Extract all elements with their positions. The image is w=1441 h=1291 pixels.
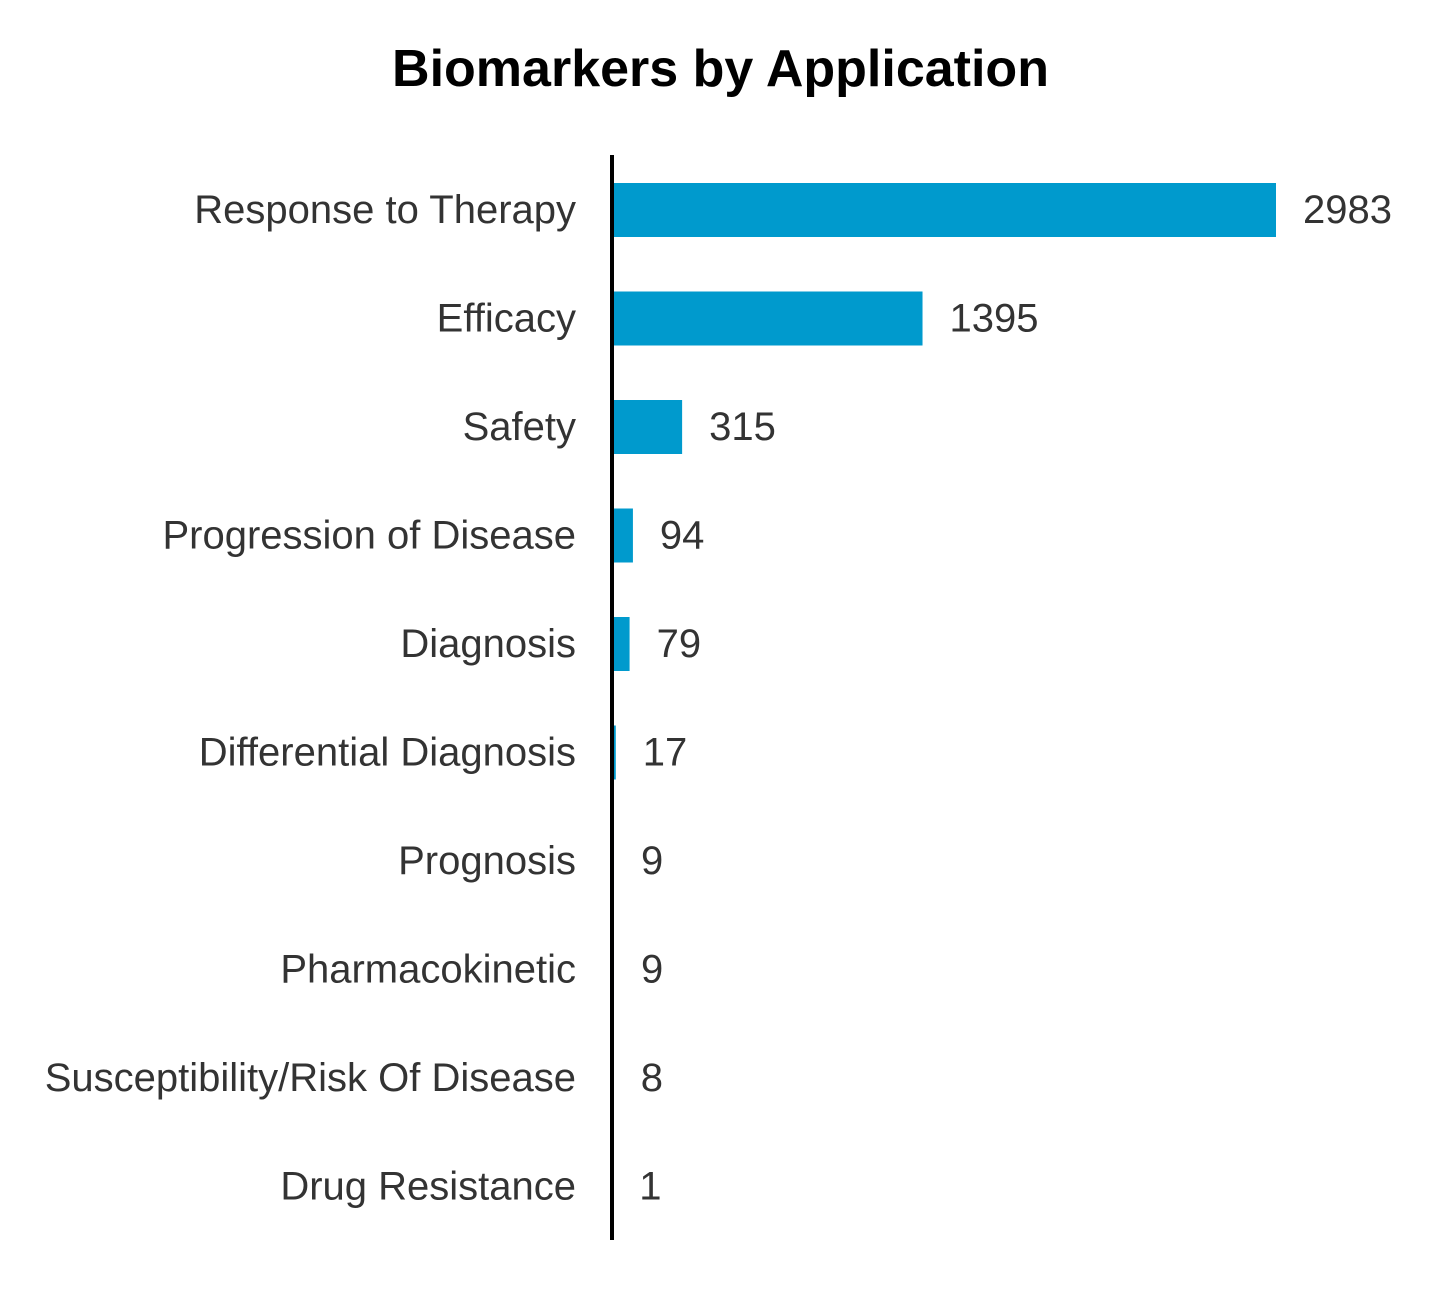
- category-labels: Response to Therapy Efficacy Safety Progres…: [45, 188, 576, 1209]
- value-label: 94: [660, 514, 705, 558]
- category-label: Response to Therapy: [194, 188, 576, 232]
- value-label: 1395: [950, 297, 1039, 341]
- value-label: 9: [641, 839, 663, 883]
- category-label: Drug Resistance: [280, 1165, 576, 1209]
- category-label: Susceptibility/Risk Of Disease: [45, 1056, 576, 1100]
- category-label: Prognosis: [398, 839, 576, 883]
- bar: [612, 617, 630, 671]
- category-label: Pharmacokinetic: [280, 948, 576, 992]
- bar: [612, 400, 683, 454]
- value-label: 2983: [1303, 188, 1392, 232]
- bars-layer: [612, 183, 1276, 1214]
- chart-title: Biomarkers by Application: [392, 40, 1049, 98]
- value-label: 8: [641, 1056, 663, 1100]
- value-label: 17: [643, 731, 688, 775]
- value-label: 9: [641, 948, 663, 992]
- value-label: 315: [709, 405, 776, 449]
- category-label: Differential Diagnosis: [199, 731, 576, 775]
- category-label: Efficacy: [437, 297, 576, 341]
- bar: [612, 508, 633, 563]
- value-labels: 2983 1395 315 94 79 17 9 9 8 1: [639, 188, 1392, 1209]
- category-label: Diagnosis: [400, 622, 576, 666]
- category-label: Progression of Disease: [162, 514, 576, 558]
- bar: [612, 183, 1276, 237]
- bar: [612, 291, 923, 346]
- category-label: Safety: [463, 405, 576, 449]
- value-label: 1: [639, 1165, 661, 1209]
- value-label: 79: [657, 622, 702, 666]
